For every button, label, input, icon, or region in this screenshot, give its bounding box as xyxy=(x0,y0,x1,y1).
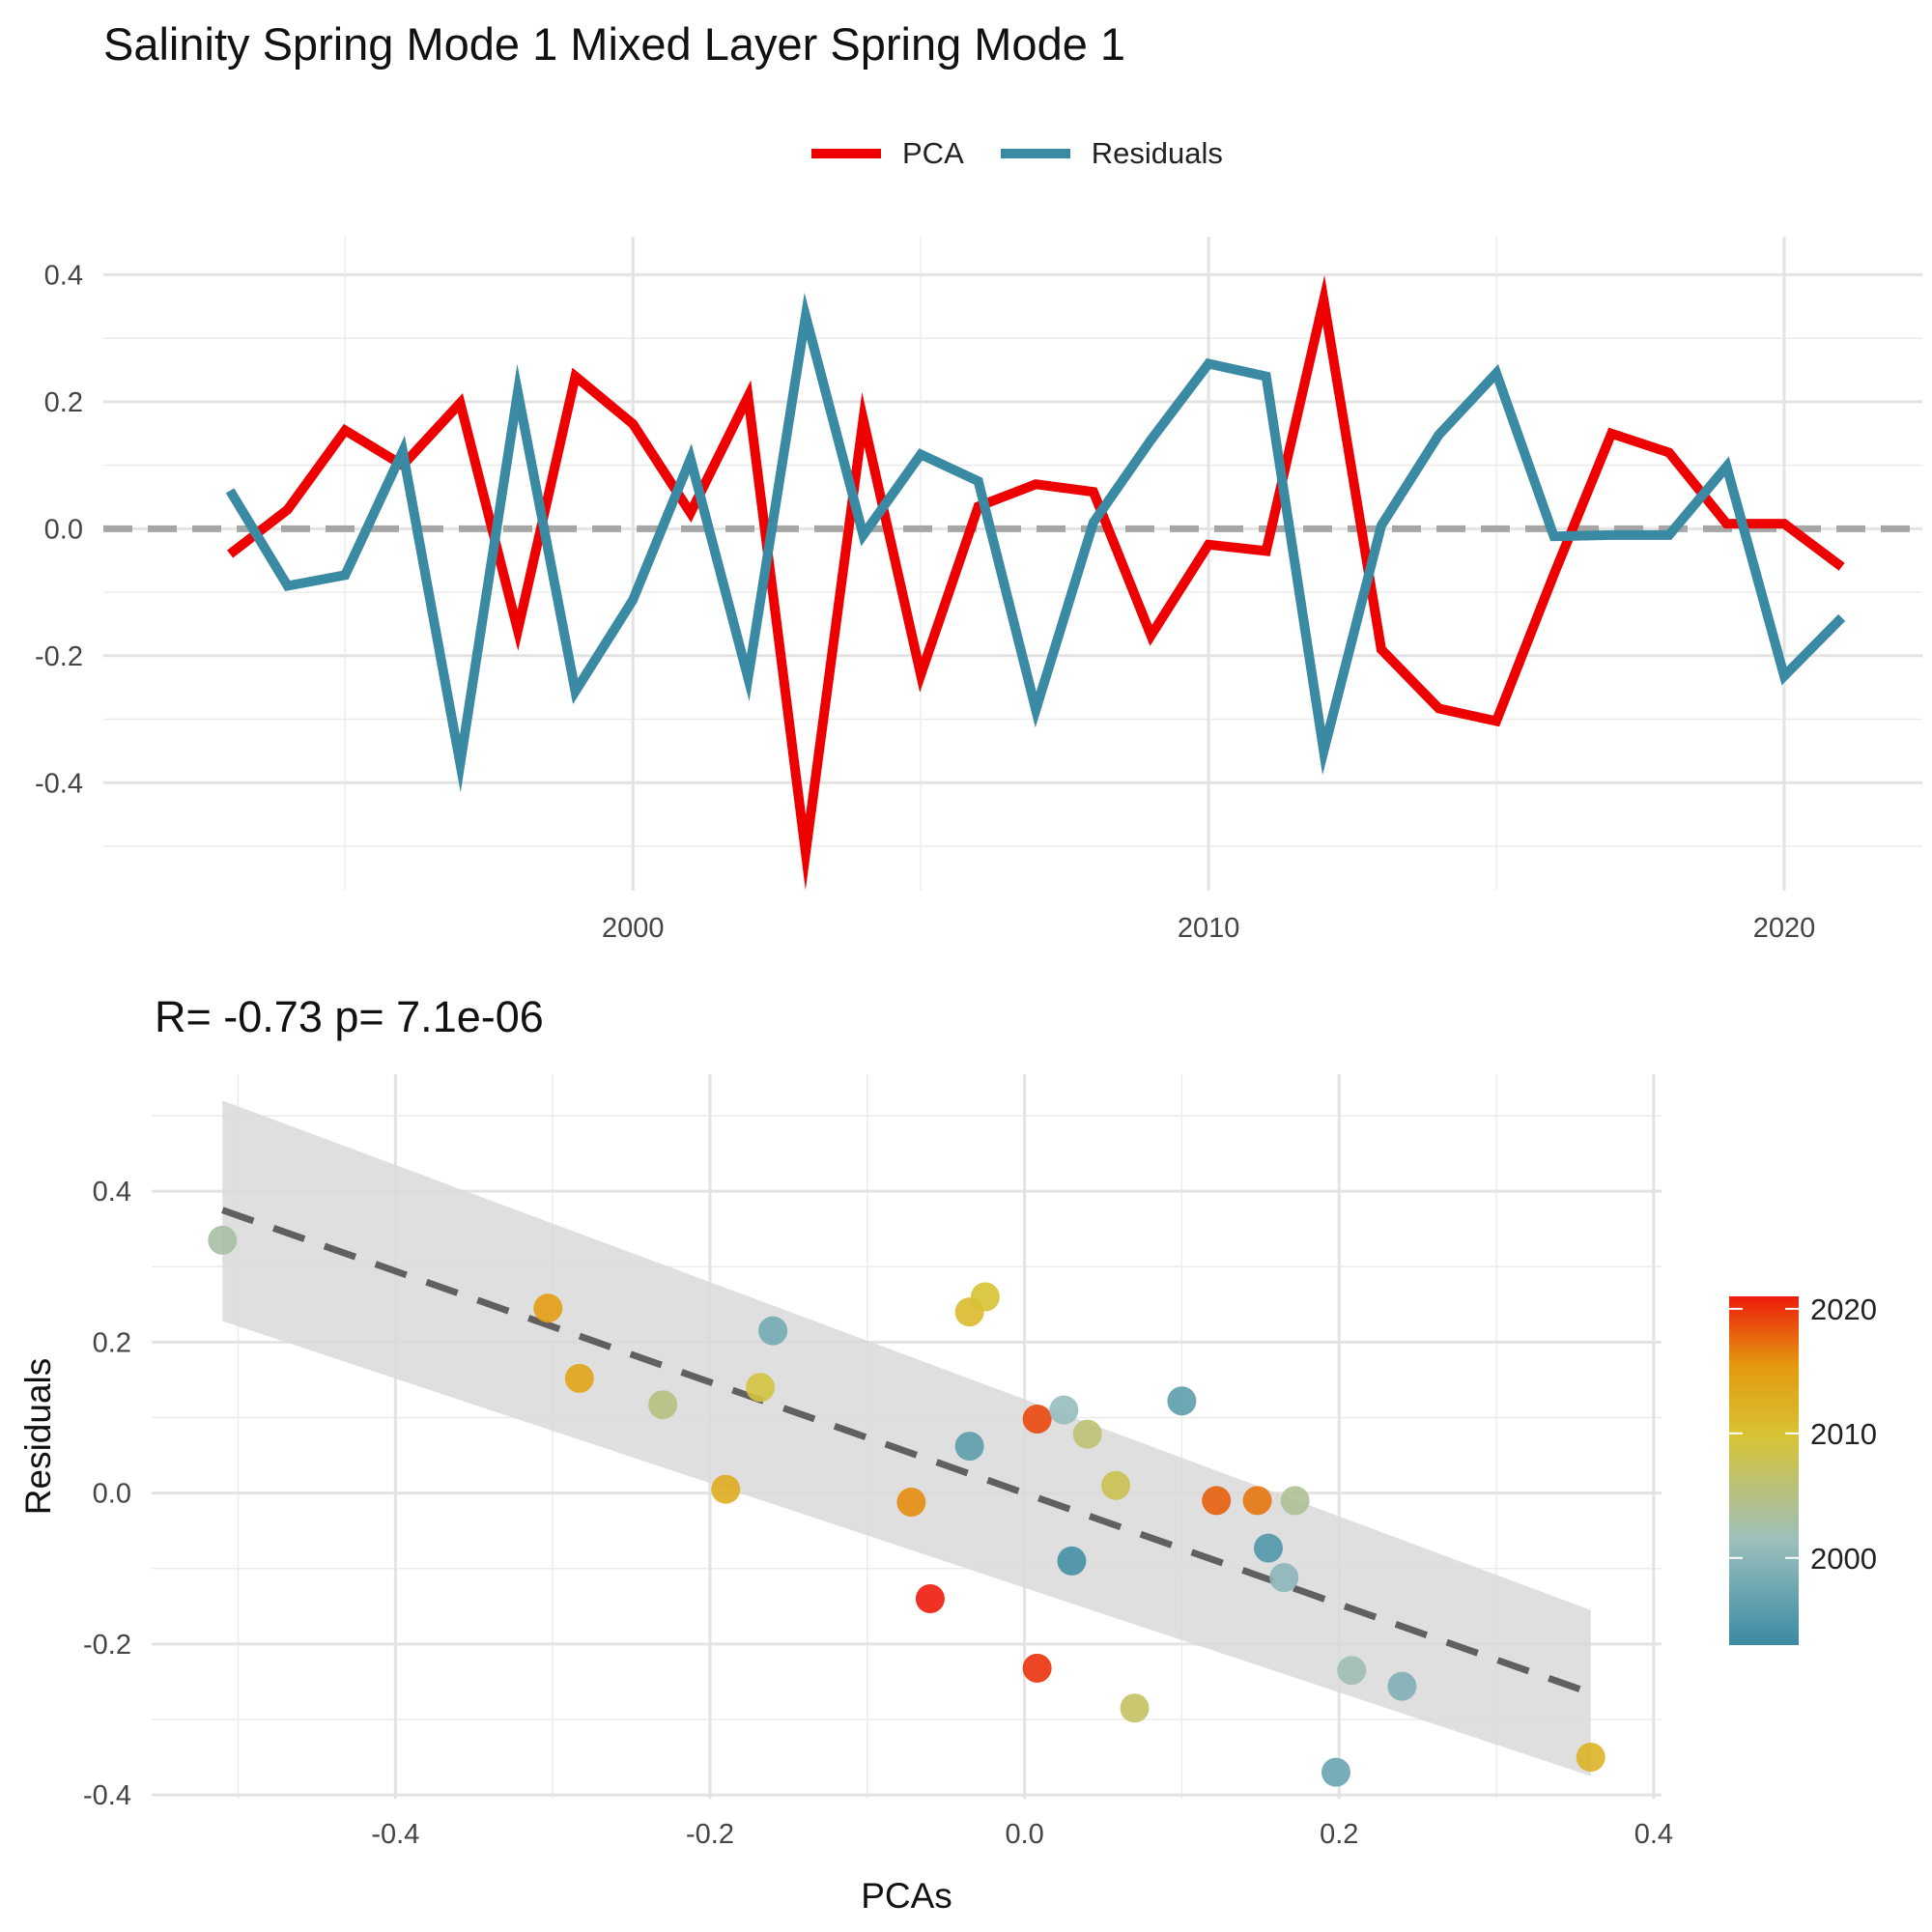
y-tick-label: -0.2 xyxy=(35,641,83,672)
legend-item-residuals: Residuals xyxy=(1000,136,1223,171)
scatter-point xyxy=(1387,1671,1417,1701)
x-tick-label: 0.2 xyxy=(1320,1819,1358,1850)
scatter-point xyxy=(1022,1405,1052,1435)
scatter-point xyxy=(970,1282,1000,1312)
y-axis-title: Residuals xyxy=(18,1358,58,1515)
y-tick-label: 0.0 xyxy=(44,514,83,545)
x-tick-label: 2020 xyxy=(1753,913,1816,944)
scatter-point xyxy=(954,1432,984,1462)
scatter-plot: -0.4 -0.2 0.0 0.2 0.4 0.4 0.2 0.0 -0.2 -0.4 R= -0.… xyxy=(18,992,1673,1916)
regression-trend-line xyxy=(221,1207,1592,1696)
scatter-point xyxy=(1321,1757,1350,1787)
x-tick-label: -0.4 xyxy=(371,1819,419,1850)
x-tick-label: 0.4 xyxy=(1634,1819,1673,1850)
scatter-point xyxy=(1242,1486,1272,1516)
scatter-point xyxy=(1049,1395,1079,1425)
y-tick-label: -0.4 xyxy=(35,768,83,799)
colorbar: 2020 2010 2000 xyxy=(1729,1293,1877,1645)
confidence-band xyxy=(222,1100,1591,1776)
y-tick-label: 0.4 xyxy=(93,1177,131,1208)
series-line-residuals xyxy=(225,292,1846,793)
legend-item-pca: PCA xyxy=(811,136,964,171)
legend-swatch-residuals xyxy=(1000,149,1070,158)
x-tick-label: 0.0 xyxy=(1005,1819,1043,1850)
scatter-point xyxy=(1120,1693,1150,1723)
legend-label-pca: PCA xyxy=(902,136,964,170)
scatter-point xyxy=(208,1225,238,1255)
x-axis-title: PCAs xyxy=(861,1876,952,1916)
scatter-point xyxy=(746,1373,776,1403)
x-tick-label: 2000 xyxy=(602,913,665,944)
scatter-point xyxy=(1253,1533,1283,1563)
scatter-point xyxy=(915,1583,945,1613)
colorbar-gradient xyxy=(1729,1296,1799,1645)
chart-title: Salinity Spring Mode 1 Mixed Layer Sprin… xyxy=(103,18,1126,70)
x-tick-label: 2010 xyxy=(1178,913,1240,944)
scatter-point xyxy=(1072,1419,1102,1449)
scatter-point xyxy=(1101,1470,1131,1500)
scatter-point xyxy=(1337,1656,1367,1686)
legend-label-residuals: Residuals xyxy=(1091,136,1223,170)
scatter-point xyxy=(1022,1653,1052,1683)
colorbar-label: 2010 xyxy=(1810,1417,1877,1451)
scatter-point xyxy=(1057,1546,1087,1576)
scatter-point xyxy=(1269,1563,1299,1593)
time-series-plot: 0.4 0.2 0.0 -0.2 -0.4 2000 2010 2020 xyxy=(35,237,1922,944)
scatter-point xyxy=(564,1363,594,1393)
series-line-pca xyxy=(227,274,1845,891)
colorbar-label: 2020 xyxy=(1810,1293,1877,1326)
y-tick-label: -0.4 xyxy=(83,1780,131,1811)
scatter-point xyxy=(896,1487,926,1517)
y-tick-label: 0.4 xyxy=(44,260,83,291)
y-tick-label: 0.2 xyxy=(44,387,83,418)
scatter-point xyxy=(648,1390,678,1420)
y-tick-label: 0.0 xyxy=(93,1479,131,1510)
scatter-subtitle: R= -0.73 p= 7.1e-06 xyxy=(155,992,544,1041)
scatter-point xyxy=(1167,1386,1197,1416)
scatter-point xyxy=(1280,1486,1310,1516)
y-tick-label: -0.2 xyxy=(83,1630,131,1661)
scatter-point xyxy=(1202,1486,1232,1516)
y-tick-label: 0.2 xyxy=(93,1327,131,1358)
scatter-point xyxy=(533,1293,563,1323)
colorbar-label: 2000 xyxy=(1810,1542,1877,1576)
scatter-point xyxy=(758,1316,788,1346)
legend-swatch-pca xyxy=(811,149,881,158)
legend: PCA Residuals xyxy=(811,133,1260,174)
scatter-point xyxy=(1576,1743,1605,1773)
x-tick-label: -0.2 xyxy=(686,1819,734,1850)
scatter-point xyxy=(711,1474,741,1504)
